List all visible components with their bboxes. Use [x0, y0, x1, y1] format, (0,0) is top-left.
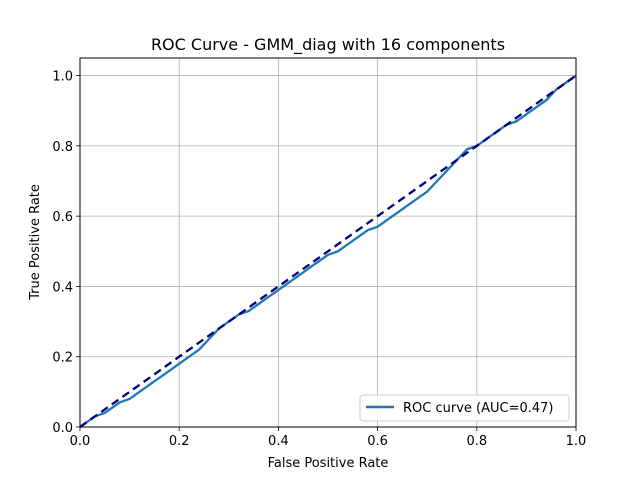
y-axis-label: True Positive Rate — [28, 184, 43, 301]
chart-title: ROC Curve - GMM_diag with 16 components — [151, 35, 505, 55]
ticks: 0.0 0.2 0.4 0.6 0.8 1.0 0.0 0.2 0.4 0.6 0.8 1.0 — [52, 70, 586, 449]
chance-line — [79, 74, 577, 428]
legend-box — [359, 394, 570, 422]
y-tick-label: 0.2 — [52, 351, 73, 366]
plot-frame — [79, 57, 577, 428]
x-tick-label: 0.4 — [268, 434, 289, 449]
x-tick-label: 0.6 — [367, 434, 388, 449]
series-layer — [79, 74, 577, 428]
legend: ROC curve (AUC=0.47) — [359, 394, 570, 422]
x-axis-label: False Positive Rate — [268, 456, 389, 471]
x-tick-label: 0.0 — [70, 434, 91, 449]
roc-curve-line — [79, 74, 577, 428]
y-tick-label: 0.8 — [52, 140, 73, 155]
y-tick-label: 0.0 — [52, 421, 73, 436]
x-tick-label: 1.0 — [566, 434, 587, 449]
grid — [79, 58, 577, 428]
y-tick-label: 1.0 — [52, 70, 73, 85]
y-tick-label: 0.6 — [52, 210, 73, 225]
y-tick-label: 0.4 — [52, 280, 73, 295]
x-tick-label: 0.8 — [466, 434, 487, 449]
legend-label: ROC curve (AUC=0.47) — [403, 401, 554, 416]
x-tick-label: 0.2 — [169, 434, 190, 449]
